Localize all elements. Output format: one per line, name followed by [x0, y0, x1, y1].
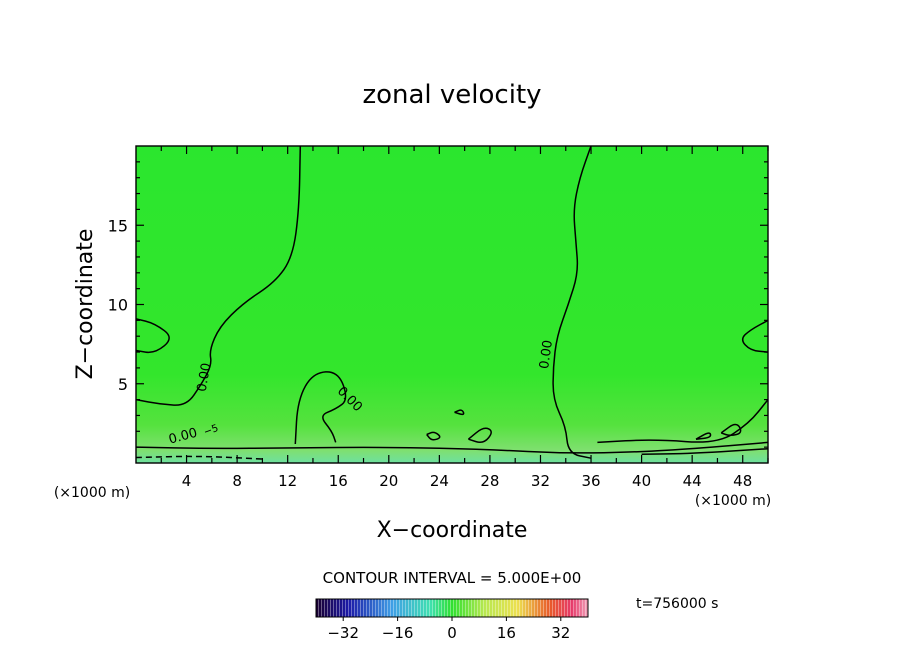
contour-line-12	[720, 423, 742, 437]
contour-line-9	[426, 431, 441, 441]
x-tick-label: 12	[278, 472, 297, 490]
contour-label: 0.00	[537, 339, 556, 370]
contour-line-6	[597, 399, 768, 444]
contour-line-10	[454, 409, 465, 416]
x-tick-label: 4	[182, 472, 192, 490]
contour-line-3	[641, 447, 768, 456]
x-axis-ticks: 4 8 12 16 20 24 28 32 36 40 44 48	[160, 146, 769, 490]
x-tick-label: 8	[232, 472, 242, 490]
x-tick-label: 32	[531, 472, 550, 490]
y-axis-ticks: 5 10 15	[108, 161, 768, 448]
chart-title: zonal velocity	[362, 80, 541, 110]
contour-label: 0.00	[195, 362, 215, 393]
y-tick-label: 15	[108, 216, 128, 235]
x-tick-label: 16	[329, 472, 348, 490]
colorbar-tick-label: −16	[382, 624, 414, 642]
contour-interval-text: CONTOUR INTERVAL = 5.000E+00	[323, 569, 582, 587]
x-tick-label: 24	[430, 472, 449, 490]
x-tick-label: 28	[480, 472, 499, 490]
x-unit-right: (×1000 m)	[695, 493, 771, 509]
x-tick-label: 44	[683, 472, 702, 490]
colorbar: −32 −16 0 16 32	[315, 598, 589, 642]
colorbar-hatch	[316, 599, 588, 617]
y-tick-label: 10	[108, 296, 128, 315]
contour-line-1	[552, 146, 592, 459]
contour-line-2	[136, 441, 768, 454]
contour-line-8	[467, 427, 492, 443]
contour-line-0	[136, 146, 302, 406]
plot-area: 0.00 0.00 0.00 0.00 −5 4 8 12 16 20 24 28 32 36 4…	[108, 145, 769, 490]
x-unit-left: (×1000 m)	[54, 485, 130, 501]
x-axis-label: X−coordinate	[377, 518, 528, 543]
contour-label: −5	[202, 423, 220, 438]
x-tick-label: 48	[733, 472, 752, 490]
contour-line-5	[741, 319, 768, 353]
colorbar-tick-label: 16	[497, 624, 516, 642]
contour-line-11	[695, 432, 712, 440]
colorbar-tick-label: 32	[551, 624, 570, 642]
contour-line-7	[294, 371, 347, 445]
x-tick-label: 36	[581, 472, 600, 490]
contour-lines	[136, 146, 768, 460]
field-fill	[136, 146, 768, 463]
contour-label: 0.00	[167, 426, 199, 448]
contour-line-13	[136, 455, 263, 460]
contour-line-4	[136, 318, 170, 354]
x-tick-label: 40	[632, 472, 651, 490]
x-tick-label: 20	[379, 472, 398, 490]
colorbar-tick-label: −32	[327, 624, 359, 642]
y-axis-label: Z−coordinate	[73, 229, 98, 380]
y-tick-label: 5	[118, 375, 128, 394]
time-label: t=756000 s	[636, 596, 718, 612]
colorbar-ticks: −32 −16 0 16 32	[327, 617, 570, 642]
colorbar-tick-label: 0	[447, 624, 457, 642]
